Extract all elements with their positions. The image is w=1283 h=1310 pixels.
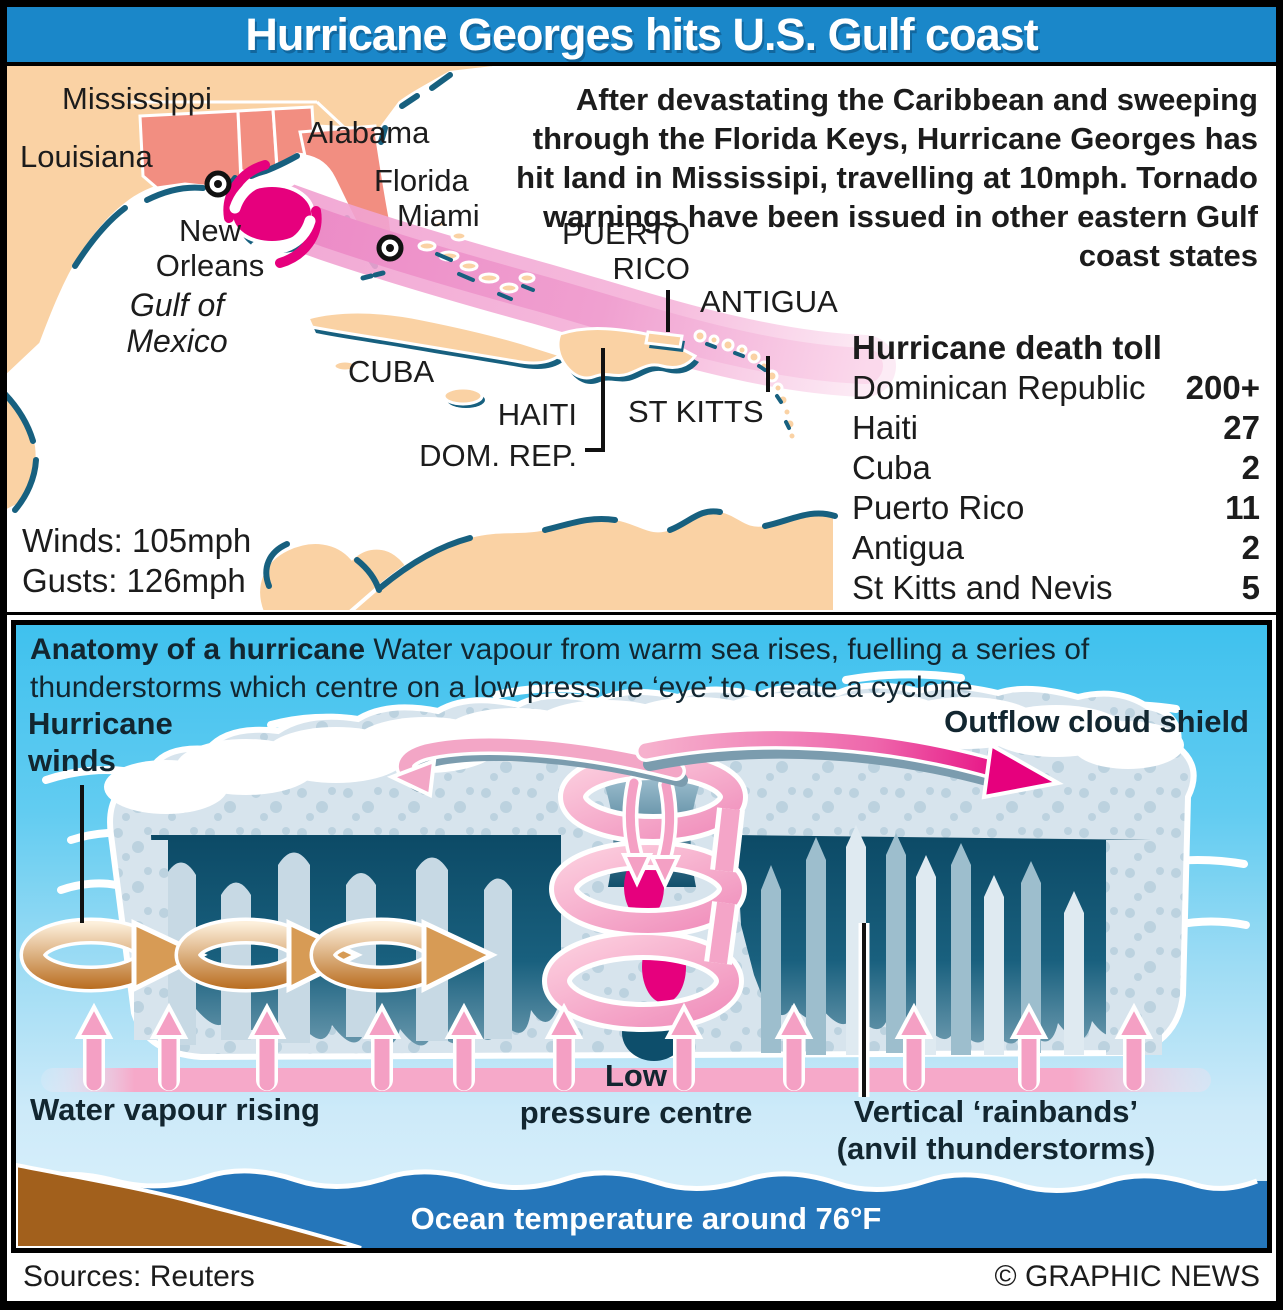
map-label-new-orleans: New Orleans <box>155 213 265 283</box>
death-toll-value: 2 <box>1241 529 1260 566</box>
footer: Sources: Reuters © GRAPHIC NEWS <box>7 1253 1276 1301</box>
cuba-island <box>305 310 564 373</box>
death-toll-row: Dominican Republic 200+ <box>852 368 1260 408</box>
death-toll-country: Antigua <box>852 529 964 566</box>
label-low-pressure-centre: Low pressure centre <box>519 1058 753 1130</box>
sources-text: Sources: Reuters <box>23 1260 255 1293</box>
death-toll-value: 5 <box>1241 569 1260 606</box>
storm-stats: Winds: 105mph Gusts: 126mph <box>22 521 251 601</box>
bahamas-islands <box>417 219 536 294</box>
city-marker-new-orleans <box>204 170 232 198</box>
death-toll-row: Puerto Rico 11 <box>852 488 1260 528</box>
label-ocean-temperature: Ocean temperature around 76°F <box>410 1201 882 1236</box>
bahamas-shadows <box>435 252 535 301</box>
city-marker-miami <box>376 234 404 262</box>
map-label-mississippi: Mississippi <box>62 81 212 116</box>
death-toll-row: Cuba 2 <box>852 448 1260 488</box>
map-section: Mississippi Louisiana Alabama Florida Mi… <box>7 66 1276 615</box>
intro-text: After devastating the Caribbean and swee… <box>516 82 1258 273</box>
map-label-dom-rep: DOM. REP. <box>419 438 577 473</box>
death-toll-row: Haiti 27 <box>852 408 1260 448</box>
ocean <box>16 1168 1267 1248</box>
map-label-alabama: Alabama <box>307 115 430 150</box>
caribbean-map <box>7 66 896 612</box>
death-toll-value: 11 <box>1225 489 1260 526</box>
rising-vapour-arrows <box>74 1002 1154 1091</box>
map-leader-lines <box>585 290 770 452</box>
death-toll-table: Hurricane death toll Dominican Republic 2… <box>852 328 1260 608</box>
map-label-miami: Miami <box>397 198 480 233</box>
shore-land <box>16 1162 362 1248</box>
antilles-shadows <box>705 342 791 430</box>
map-label-cuba: CUBA <box>348 354 435 389</box>
death-toll-row: St Kitts and Nevis 5 <box>852 568 1260 608</box>
anatomy-heading-bold: Anatomy of a hurricane <box>30 633 366 666</box>
anatomy-heading: Anatomy of a hurricane Water vapour from… <box>30 631 1090 707</box>
death-toll-value: 200+ <box>1185 369 1260 406</box>
map-label-puerto-rico: PUERTO RICO <box>561 216 690 286</box>
gusts-value: Gusts: 126mph <box>22 562 246 599</box>
death-toll-country: Cuba <box>852 449 931 486</box>
label-hurricane-winds: Hurricane winds <box>28 706 173 778</box>
death-toll-value: 27 <box>1223 409 1260 446</box>
page-title: Hurricane Georges hits U.S. Gulf coast <box>245 8 1038 60</box>
map-label-st-kitts: ST KITTS <box>628 394 764 429</box>
death-toll-row: Antigua 2 <box>852 528 1260 568</box>
label-vertical-rainbands: Vertical ‘rainbands’ (anvil thunderstorm… <box>836 1094 1156 1166</box>
label-water-vapour-rising: Water vapour rising <box>30 1092 320 1127</box>
map-label-antigua: ANTIGUA <box>700 284 838 319</box>
death-toll-value: 2 <box>1241 449 1260 486</box>
death-toll-country: Haiti <box>852 409 919 446</box>
jamaica-island <box>442 386 485 408</box>
label-outflow-cloud-shield: Outflow cloud shield <box>944 704 1249 739</box>
map-label-florida: Florida <box>374 163 469 198</box>
puerto-rico-island <box>644 330 685 352</box>
death-toll-title: Hurricane death toll <box>852 329 1162 366</box>
map-label-haiti: HAITI <box>497 397 577 432</box>
death-toll-country: Dominican Republic <box>852 369 1146 406</box>
wind-ring-arrows <box>19 917 498 994</box>
title-bar: Hurricane Georges hits U.S. Gulf coast <box>7 7 1276 66</box>
updraft-swirl-arrow <box>386 735 688 798</box>
outflow-arrow <box>635 727 1064 800</box>
hurricane-symbol <box>223 160 322 268</box>
anatomy-panel: Anatomy of a hurricane Water vapour from… <box>11 620 1272 1253</box>
winds-value: Winds: 105mph <box>22 522 252 559</box>
anatomy-heading-rest: Water vapour from warm sea rises, fuelli… <box>30 633 1090 704</box>
death-toll-rows: Dominican Republic 200+ Haiti 27 Cuba 2 Puerto… <box>852 368 1260 608</box>
death-toll-country: Puerto Rico <box>852 489 1025 526</box>
credit-text: © GRAPHIC NEWS <box>994 1260 1260 1293</box>
death-toll-country: St Kitts and Nevis <box>852 569 1113 606</box>
map-label-gulf-of-mexico: Gulf of Mexico <box>126 287 228 359</box>
eye-downdraft-arrows <box>620 775 682 890</box>
florida-keys <box>360 270 386 281</box>
hurricane-cutaway-diagram <box>16 670 1267 1248</box>
map-label-louisiana: Louisiana <box>20 139 153 174</box>
